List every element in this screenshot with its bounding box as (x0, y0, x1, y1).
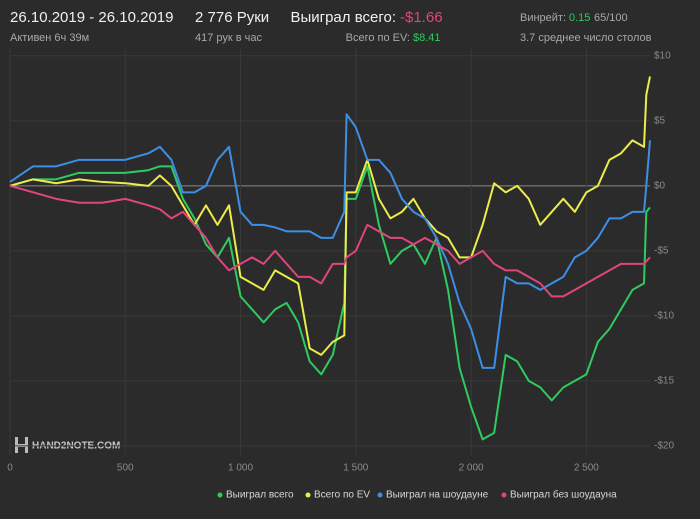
hands: 2 776 Руки (195, 9, 269, 26)
winrate-unit: 65/100 (594, 12, 628, 24)
series-line (9, 76, 651, 356)
y-tick-label: $5 (654, 115, 666, 126)
legend-marker (217, 492, 223, 498)
y-tick-label: -$20 (654, 441, 674, 452)
series-line (9, 165, 651, 441)
hands-per-hour: 417 рук в час (195, 32, 263, 44)
logo-mark (25, 437, 28, 453)
x-tick-label: 1 500 (343, 463, 368, 474)
x-tick-label: 2 000 (459, 463, 484, 474)
winrate-value: 0.15 (569, 12, 590, 24)
x-tick-label: 1 000 (228, 463, 253, 474)
y-tick-label: -$10 (654, 311, 674, 322)
legend-marker (501, 492, 507, 498)
won-value: -$1.66 (400, 9, 443, 26)
series-line (9, 184, 651, 298)
grid (9, 48, 650, 455)
y-tick-label: $10 (654, 50, 671, 61)
y-tick-label: -$15 (654, 376, 674, 387)
logo-mark (15, 437, 18, 453)
active-time: Активен 6ч 39м (10, 32, 89, 44)
date-range: 26.10.2019 - 26.10.2019 (10, 9, 173, 26)
avg-tables: 3.7 среднее число столов (520, 32, 652, 44)
winrate-label: Винрейт: (520, 12, 566, 24)
legend-label: Выиграл на шоудауне (386, 490, 489, 501)
y-tick-label: $0 (654, 180, 666, 191)
series-line (9, 113, 651, 369)
x-tick-label: 500 (117, 463, 134, 474)
legend-marker (305, 492, 311, 498)
y-tick-label: -$5 (654, 245, 669, 256)
legend-marker (377, 492, 383, 498)
x-tick-label: 0 (7, 463, 13, 474)
legend-label: Выиграл без шоудауна (510, 489, 617, 501)
x-tick-label: 2 500 (574, 463, 599, 474)
legend-label: Выиграл всего (226, 490, 294, 501)
legend-label: Всего по EV (314, 490, 370, 501)
won-label: Выиграл всего: (290, 9, 396, 26)
ev-label: Всего по EV: (346, 32, 410, 44)
ev-value: $8.41 (413, 32, 441, 44)
